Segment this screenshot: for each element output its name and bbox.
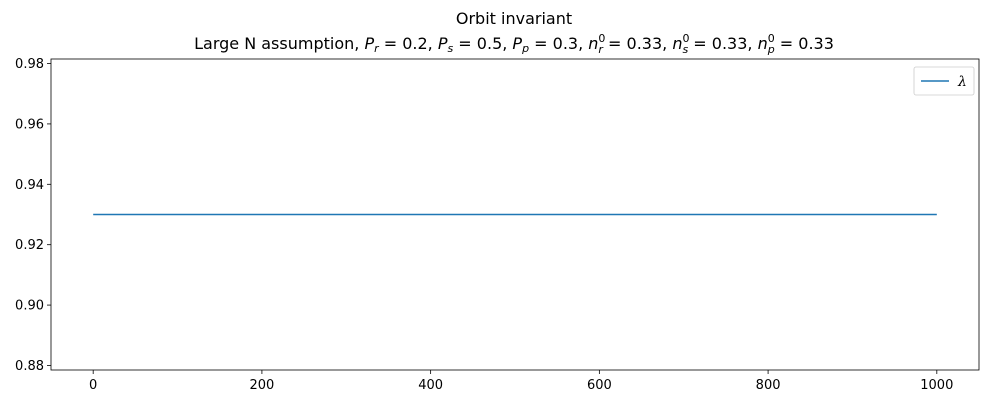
y-tick-label: 0.94 — [15, 178, 44, 193]
chart-title: Orbit invariant — [456, 9, 572, 28]
y-tick-label: 0.98 — [15, 57, 44, 72]
chart-subtitle: Large N assumption, Pr = 0.2, Ps = 0.5, … — [194, 32, 834, 56]
axes-frame — [50, 58, 980, 371]
x-tick-label: 1000 — [920, 378, 953, 393]
y-tick-label: 0.90 — [15, 299, 44, 314]
y-tick-label: 0.96 — [15, 117, 44, 132]
legend-label: λ — [957, 74, 967, 90]
x-tick-label: 800 — [756, 378, 781, 393]
x-tick-label: 0 — [89, 378, 97, 393]
x-tick-label: 400 — [418, 378, 443, 393]
y-tick-label: 0.92 — [15, 238, 44, 253]
plot-area: 0 200 400 600 800 1000 0.88 0.90 0.92 0.94 0.96 0.9… — [15, 57, 980, 393]
x-tick-label: 600 — [587, 378, 612, 393]
y-tick-label: 0.88 — [15, 359, 44, 374]
x-tick-label: 200 — [249, 378, 274, 393]
